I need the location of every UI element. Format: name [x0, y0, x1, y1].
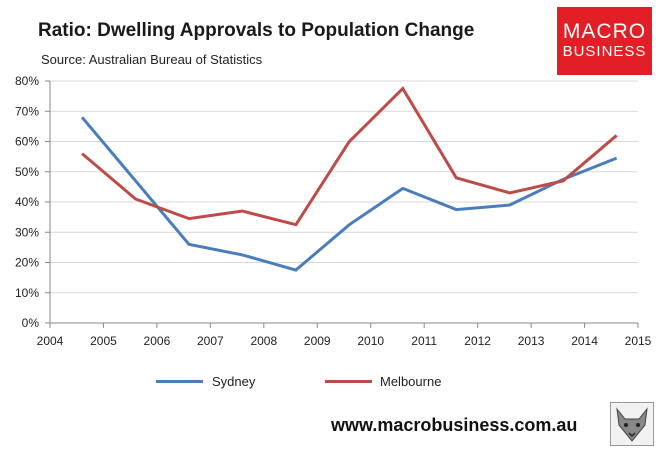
x-tick-label: 2011 [411, 334, 437, 348]
legend-label-sydney: Sydney [212, 374, 256, 389]
legend-swatch-sydney [156, 380, 203, 383]
chart-title: Ratio: Dwelling Approvals to Population … [38, 20, 475, 41]
series-line-melbourne [81, 86, 618, 227]
y-tick-label: 50% [15, 165, 39, 179]
x-tick-label: 2013 [518, 334, 545, 348]
y-tick-label: 80% [15, 74, 39, 88]
series-lines [80, 86, 618, 272]
logo-line-1: MACRO [562, 20, 647, 43]
y-tick-labels: 0% 10% 20% 30% 40% 50% 60% 70% 80% [15, 74, 39, 330]
y-tick-label: 60% [15, 135, 39, 149]
legend-swatch-melbourne [325, 380, 372, 383]
x-tick-label: 2015 [625, 334, 652, 348]
y-tick-label: 20% [15, 256, 39, 270]
logo-line-2: BUSINESS [562, 43, 647, 60]
macrobusiness-logo: MACRO BUSINESS [557, 7, 652, 75]
x-tick-labels: 2004 2005 2006 2007 2008 2009 2010 2011 2012 2013… [37, 334, 652, 348]
axes [45, 80, 639, 328]
x-tick-label: 2012 [464, 334, 491, 348]
x-tick-label: 2004 [37, 334, 64, 348]
wolf-logo-icon [610, 402, 654, 446]
x-tick-label: 2008 [250, 334, 277, 348]
series-line-sydney [80, 116, 618, 272]
x-tick-label: 2007 [197, 334, 224, 348]
y-tick-label: 70% [15, 104, 39, 118]
y-tick-label: 40% [15, 195, 39, 209]
x-tick-label: 2010 [357, 334, 384, 348]
x-tick-label: 2009 [304, 334, 331, 348]
website-url: www.macrobusiness.com.au [331, 415, 578, 435]
y-tick-label: 10% [15, 286, 39, 300]
y-tick-label: 0% [22, 316, 40, 330]
x-tick-label: 2014 [571, 334, 598, 348]
x-tick-label: 2006 [144, 334, 171, 348]
y-tick-label: 30% [15, 225, 39, 239]
x-tick-label: 2005 [90, 334, 117, 348]
legend-label-melbourne: Melbourne [380, 374, 442, 389]
chart-source: Source: Australian Bureau of Statistics [41, 52, 263, 67]
